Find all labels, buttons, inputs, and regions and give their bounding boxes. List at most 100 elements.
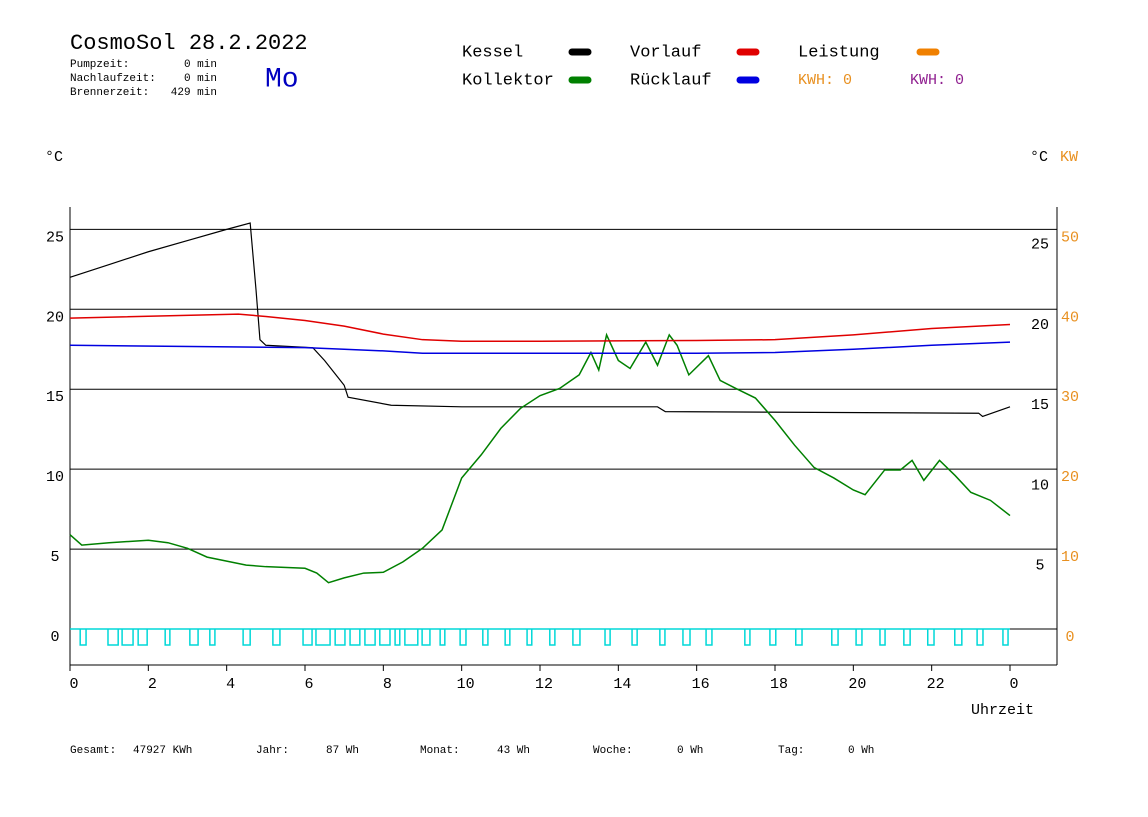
pump-pulse [879, 629, 886, 646]
pump-pulse [315, 629, 331, 646]
series-line [69, 313, 1011, 343]
total-value: 47927 KWh [133, 745, 192, 757]
y-tick-label: 15 [46, 389, 64, 406]
y-tick-label: 10 [46, 469, 64, 486]
info-value: 0 min [184, 59, 217, 71]
info-value: 429 min [171, 87, 217, 99]
pump-pulse [526, 629, 533, 646]
axes [69, 207, 1058, 666]
x-tick-label: 0 [1009, 676, 1018, 693]
pump-pulse [504, 629, 511, 646]
x-axis-label: Uhrzeit [971, 702, 1034, 719]
info-value: 0 min [184, 73, 217, 85]
kw-tick-label: 20 [1061, 469, 1079, 486]
pump-pulse [242, 629, 251, 646]
x-tick-label: 4 [226, 676, 235, 693]
legend-label: Kollektor [462, 71, 554, 90]
pump-pulse [954, 629, 963, 646]
pump-pulse [903, 629, 911, 646]
info-label: Pumpzeit: [70, 59, 129, 71]
pump-pulse [164, 629, 171, 646]
kwh-label: KWH: 0 [910, 72, 964, 89]
pump-pulse [394, 629, 401, 646]
pump-pulse [705, 629, 713, 646]
legend-label: Kessel [462, 43, 523, 62]
info-label: Brennerzeit: [70, 87, 149, 99]
pump-pulse [795, 629, 803, 646]
pump-pulse [682, 629, 691, 646]
legend-label: Vorlauf [630, 43, 701, 62]
x-tick-label: 16 [692, 676, 710, 693]
kw-tick-label: 0 [1065, 629, 1074, 646]
y2-tick-label: 25 [1031, 237, 1049, 254]
pump-pulse [482, 629, 489, 646]
pump-pulse [379, 629, 391, 646]
series-line [69, 332, 1011, 584]
pump-pulse [831, 629, 839, 646]
pump-pulse [572, 629, 581, 646]
info-label: Nachlaufzeit: [70, 73, 156, 85]
x-tick-label: 0 [69, 676, 78, 693]
x-tick-label: 2 [148, 676, 157, 693]
total-value: 0 Wh [677, 745, 703, 757]
pump-pulse [121, 629, 134, 646]
pump-pulse [404, 629, 419, 646]
x-tick-label: 18 [770, 676, 788, 693]
pump-pulse [459, 629, 467, 646]
y-axis-label: °C [45, 149, 63, 166]
pump-pulse [107, 629, 119, 646]
x-tick-label: 12 [535, 676, 553, 693]
y-tick-label: 0 [50, 629, 59, 646]
pump-pulse [189, 629, 199, 646]
total-value: 0 Wh [848, 745, 874, 757]
x-tick-label: 6 [304, 676, 313, 693]
pump-pulse [137, 629, 148, 646]
series-line [69, 341, 1011, 355]
y2-tick-label: 10 [1031, 477, 1049, 494]
total-label: Gesamt: [70, 745, 116, 757]
x-tick-label: 22 [927, 676, 945, 693]
total-label: Jahr: [256, 745, 289, 757]
pump-pulse [334, 629, 346, 646]
total-label: Woche: [593, 745, 633, 757]
pump-pulse [364, 629, 376, 646]
pump-pulse [744, 629, 751, 646]
chart-title: CosmoSol 28.2.2022 [70, 31, 308, 56]
pump-pulse [631, 629, 638, 646]
x-tick-label: 14 [613, 676, 631, 693]
pump-pulse [659, 629, 666, 646]
y-tick-label: 5 [50, 549, 59, 566]
y2-tick-label: 20 [1031, 317, 1049, 334]
pump-pulse [549, 629, 556, 646]
pump-pulse [272, 629, 281, 646]
total-label: Monat: [420, 745, 460, 757]
y2-tick-label: 15 [1031, 397, 1049, 414]
series-line [69, 222, 1011, 418]
total-value: 43 Wh [497, 745, 530, 757]
pump-pulse [604, 629, 611, 646]
legend-label: Rücklauf [630, 71, 712, 90]
pump-pulse [927, 629, 935, 646]
kwh-label: KWH: 0 [798, 72, 852, 89]
pump-pulse [769, 629, 777, 646]
x-tick-label: 8 [383, 676, 392, 693]
y2-axis-label: °C [1030, 149, 1048, 166]
y2-tick-label: 5 [1035, 558, 1044, 575]
pump-pulse [209, 629, 216, 646]
x-tick-label: 20 [848, 676, 866, 693]
total-value: 87 Wh [326, 745, 359, 757]
pump-pulse [421, 629, 431, 646]
kw-tick-label: 10 [1061, 549, 1079, 566]
pump-pulse [855, 629, 863, 646]
pump-pulse [976, 629, 984, 646]
kw-axis-label: KW [1060, 149, 1078, 166]
kw-tick-label: 50 [1061, 229, 1079, 246]
y-tick-label: 20 [46, 309, 64, 326]
x-tick-label: 10 [457, 676, 475, 693]
pump-pulse [302, 629, 313, 646]
total-label: Tag: [778, 745, 804, 757]
weekday: Mo [265, 64, 299, 95]
pump-pulse [1002, 629, 1009, 646]
y-tick-label: 25 [46, 229, 64, 246]
